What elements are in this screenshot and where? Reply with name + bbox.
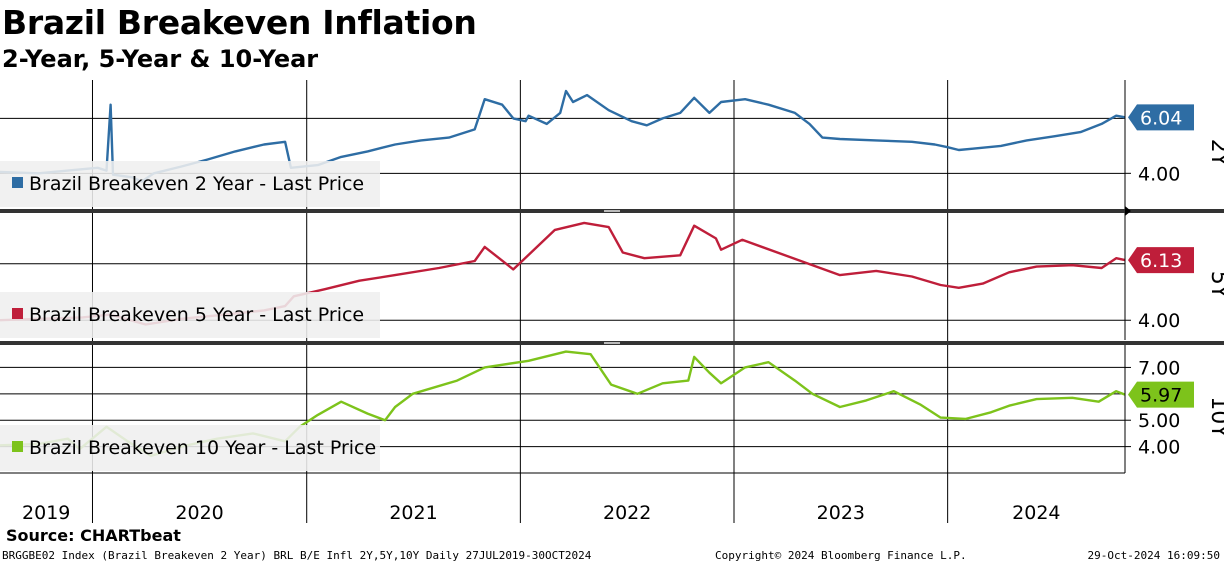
x-tick-label: 2019: [22, 502, 70, 524]
last-value-label: 6.04: [1140, 107, 1182, 129]
separator-arrow: [1125, 206, 1131, 216]
panel-label: 5Y: [1206, 271, 1224, 299]
panel-label: 2Y: [1206, 139, 1224, 167]
footer-timestamp: 29-Oct-2024 16:09:50: [1087, 549, 1220, 562]
legend-label: Brazil Breakeven 10 Year - Last Price: [29, 437, 376, 459]
y-tick-label: 7.00: [1138, 357, 1180, 379]
last-value-badge: [1128, 104, 1194, 131]
y-tick-label: 4.00: [1138, 310, 1180, 332]
legend-swatch: [12, 441, 23, 452]
y-tick-label: 4.00: [1138, 163, 1180, 185]
x-tick-label: 2022: [603, 502, 651, 524]
last-value-badge: [1128, 247, 1194, 274]
legend-layer: Brazil Breakeven 2 Year - Last Price Braz…: [0, 161, 380, 471]
legend-box: [0, 161, 380, 207]
last-value-label: 6.13: [1140, 250, 1182, 272]
legend-box: [0, 425, 380, 471]
separator-grip: [604, 210, 620, 212]
footer-index-info: BRGGBE02 Index (Brazil Breakeven 2 Year)…: [2, 549, 592, 562]
footer-copyright: Copyright© 2024 Bloomberg Finance L.P.: [715, 549, 967, 562]
last-value-label: 5.97: [1140, 385, 1182, 407]
x-tick-label: 2021: [389, 502, 437, 524]
legend-swatch: [12, 177, 23, 188]
y-tick-label: 5.00: [1138, 410, 1180, 432]
legend-swatch: [12, 308, 23, 319]
legend-label: Brazil Breakeven 5 Year - Last Price: [29, 304, 364, 326]
y-tick-label: 4.00: [1138, 437, 1180, 459]
source-note: Source: CHARTbeat: [6, 526, 181, 545]
x-tick-label: 2020: [175, 502, 223, 524]
legend-box: [0, 292, 380, 338]
chart-title: Brazil Breakeven Inflation: [2, 3, 477, 42]
x-tick-label: 2023: [817, 502, 865, 524]
panel-label: 10Y: [1206, 396, 1224, 438]
axis-layer: 2019 2020 2021 2022 2023 2024 4.00 2Y 6.04 4.00 5Y…: [0, 80, 1224, 524]
series-layer: [0, 89, 1126, 457]
chart-subtitle: 2-Year, 5-Year & 10-Year: [2, 45, 319, 73]
x-tick-label: 2024: [1012, 502, 1060, 524]
last-value-badge: [1128, 381, 1194, 408]
separator-grip: [604, 342, 620, 344]
legend-label: Brazil Breakeven 2 Year - Last Price: [29, 173, 364, 195]
